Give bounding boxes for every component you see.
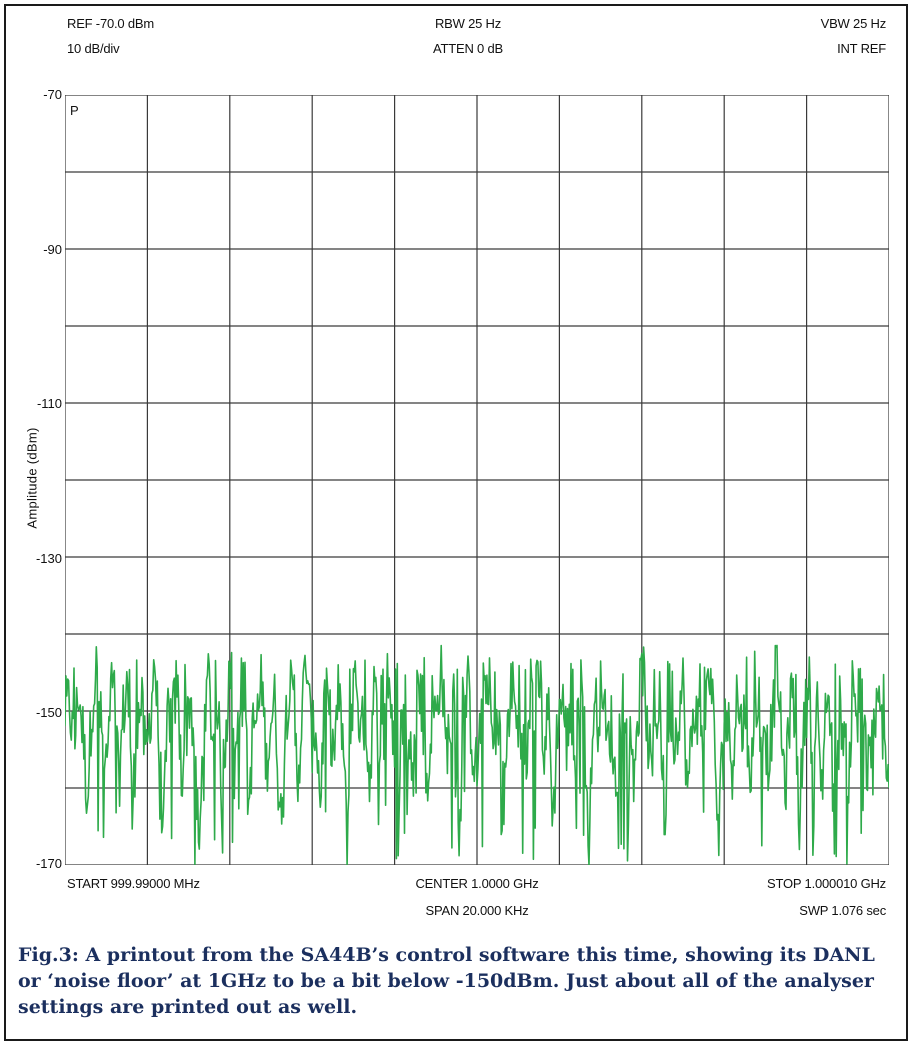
int-ref-label: INT REF (837, 41, 886, 56)
y-tick-label: -170 (35, 856, 62, 871)
sweep-time-label: SWP 1.076 sec (799, 903, 886, 918)
trace-marker-label: P (70, 103, 79, 118)
figure-frame (4, 4, 908, 1041)
span-label: SPAN 20.000 KHz (425, 903, 529, 918)
y-tick-label: -70 (43, 87, 62, 102)
rbw-label: RBW 25 Hz (434, 16, 502, 31)
y-tick-label: -150 (35, 705, 62, 720)
vbw-label: VBW 25 Hz (820, 16, 887, 31)
spectrum-plot: P (65, 95, 889, 865)
y-tick-label: -130 (35, 551, 62, 566)
y-axis-label: Amplitude (dBm) (24, 427, 40, 529)
center-freq-label: CENTER 1.0000 GHz (415, 876, 539, 891)
figure-caption: Fig.3: A printout from the SA44B’s contr… (18, 944, 875, 1018)
noise-trace (65, 644, 889, 865)
atten-label: ATTEN 0 dB (432, 41, 504, 56)
stop-freq-label: STOP 1.000010 GHz (767, 876, 886, 891)
scale-label: 10 dB/div (67, 41, 120, 56)
ref-level-label: REF -70.0 dBm (67, 16, 154, 31)
start-freq-label: START 999.99000 MHz (67, 876, 200, 891)
y-tick-label: -110 (36, 396, 62, 411)
y-tick-label: -90 (43, 242, 62, 257)
